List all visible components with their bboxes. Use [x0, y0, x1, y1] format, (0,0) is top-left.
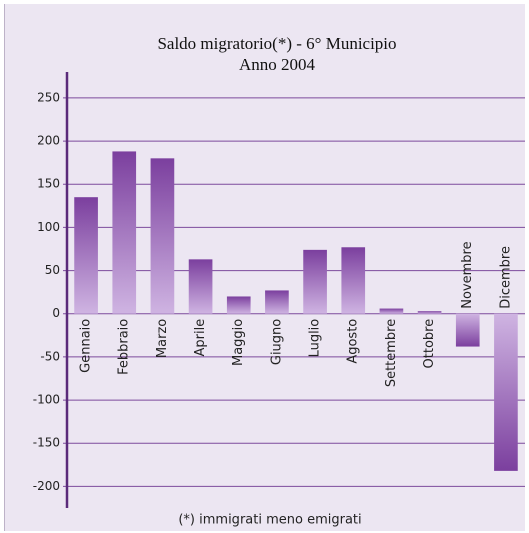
y-tick-label: -200	[33, 479, 60, 493]
x-tick-label: Maggio	[231, 319, 246, 366]
bar	[265, 290, 289, 314]
y-tick-label: -100	[33, 393, 60, 407]
x-tick-label: Luglio	[308, 319, 323, 358]
y-tick-label: 50	[45, 263, 60, 277]
bar	[455, 313, 480, 347]
x-tick-label: Novembre	[460, 241, 475, 308]
bar	[188, 259, 213, 314]
bar	[379, 308, 404, 314]
x-tick-label: Marzo	[155, 319, 170, 358]
y-tick-label: 250	[37, 90, 60, 104]
x-tick-label: Dicembre	[498, 246, 513, 309]
x-tick-label: Aprile	[193, 319, 208, 357]
bar	[150, 158, 175, 314]
bar	[494, 313, 518, 471]
y-tick-label: 150	[37, 177, 60, 191]
bar	[303, 249, 327, 314]
x-tick-label: Febbraio	[117, 319, 132, 375]
x-tick-label: Agosto	[346, 319, 361, 364]
bar	[341, 247, 366, 314]
x-tick-label: Settembre	[384, 319, 399, 387]
bar	[417, 311, 442, 314]
bar	[74, 197, 98, 314]
x-tick-label: Ottobre	[422, 319, 437, 369]
chart-title: Saldo migratorio(*) - 6° Municipio	[157, 34, 396, 53]
footnote: (*) immigrati meno emigrati	[178, 513, 361, 528]
y-tick-label: -150	[33, 436, 60, 450]
y-tick-label: 200	[37, 134, 60, 148]
chart-subtitle: Anno 2004	[239, 55, 316, 74]
x-tick-label: Giugno	[269, 319, 284, 365]
y-tick-label: -50	[40, 349, 60, 363]
y-tick-label: 100	[37, 220, 60, 234]
x-tick-label: Gennaio	[79, 319, 94, 373]
y-tick-label: 0	[52, 306, 60, 320]
bar	[226, 296, 251, 314]
bar	[112, 151, 137, 314]
